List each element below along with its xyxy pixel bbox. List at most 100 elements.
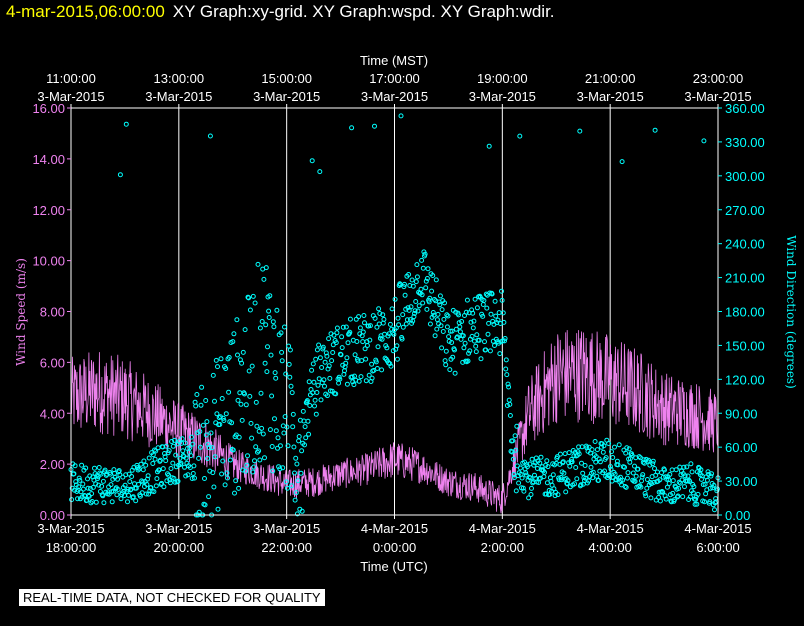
- wind-direction-point: [670, 478, 676, 484]
- wind-direction-point: [223, 411, 229, 417]
- wind-direction-point: [648, 495, 654, 501]
- wind-direction-point: [414, 262, 420, 268]
- wind-direction-point: [402, 292, 408, 298]
- wind-direction-point: [701, 138, 707, 144]
- wind-direction-point: [469, 333, 475, 339]
- wind-direction-point: [212, 454, 218, 460]
- wind-direction-point: [478, 356, 484, 362]
- wind-direction-point: [687, 494, 693, 500]
- wind-direction-point: [603, 455, 609, 461]
- wind-direction-point: [233, 478, 239, 484]
- wind-direction-point: [240, 467, 246, 473]
- wind-direction-point: [288, 383, 294, 389]
- wind-direction-point: [640, 472, 646, 478]
- wind-direction-point: [231, 331, 237, 337]
- wind-direction-point: [259, 319, 265, 324]
- wind-direction-point: [639, 474, 645, 480]
- wind-direction-point: [213, 357, 219, 363]
- wind-direction-point: [208, 430, 214, 436]
- wind-direction-point: [470, 325, 476, 331]
- wind-direction-point: [190, 471, 196, 476]
- top-axis-title: Time (MST): [360, 53, 428, 68]
- wind-direction-point: [529, 485, 534, 491]
- wind-direction-point: [253, 444, 259, 450]
- wind-direction-point: [97, 470, 103, 476]
- top-tick-date: 3-Mar-2015: [253, 89, 320, 104]
- wind-direction-point: [230, 339, 236, 345]
- wind-direction-point: [393, 325, 399, 331]
- wind-direction-point: [126, 492, 132, 498]
- wind-direction-point: [240, 349, 246, 355]
- wind-direction-point: [277, 443, 283, 449]
- bottom-tick-time: 6:00:00: [696, 540, 739, 555]
- wind-direction-point: [98, 471, 104, 477]
- wind-direction-point: [682, 473, 688, 479]
- wind-direction-point: [574, 476, 580, 482]
- wind-direction-point: [300, 408, 306, 414]
- wind-direction-point: [482, 339, 487, 345]
- wind-direction-point: [594, 447, 600, 453]
- wind-direction-point: [486, 143, 492, 149]
- quality-warning: REAL-TIME DATA, NOT CHECKED FOR QUALITY: [19, 589, 325, 606]
- wind-direction-point: [619, 159, 625, 165]
- wind-direction-point: [249, 363, 255, 369]
- wind-direction-point: [702, 481, 708, 487]
- wind-direction-point: [443, 362, 449, 368]
- top-tick-time: 17:00:00: [369, 71, 420, 86]
- wind-direction-point: [666, 481, 672, 486]
- right-tick-label: 180.00: [725, 305, 765, 320]
- wind-direction-point: [322, 383, 327, 389]
- wind-direction-point: [413, 279, 419, 285]
- right-tick-label: 330.00: [725, 135, 765, 150]
- wind-direction-point: [221, 418, 227, 423]
- wind-direction-point: [170, 443, 176, 449]
- wind-direction-point: [169, 439, 175, 444]
- wind-direction-point: [173, 452, 179, 458]
- wind-direction-point: [309, 158, 315, 164]
- wind-direction-point: [580, 470, 586, 476]
- wind-direction-point: [527, 475, 533, 481]
- wind-direction-point: [287, 374, 293, 380]
- wind-direction-point: [154, 476, 160, 482]
- wind-direction-point: [196, 509, 202, 515]
- wind-direction-point: [163, 458, 169, 464]
- wind-direction-point: [307, 403, 313, 408]
- wind-direction-point: [77, 477, 83, 483]
- wind-direction-point: [285, 443, 291, 449]
- wind-direction-point: [320, 344, 326, 350]
- wind-direction-point: [285, 485, 290, 491]
- wind-direction-point: [219, 471, 225, 477]
- wind-direction-point: [409, 277, 415, 283]
- wind-direction-point: [684, 464, 690, 470]
- wind-direction-point: [102, 467, 108, 473]
- wind-direction-point: [419, 292, 425, 298]
- wind-direction-point: [157, 457, 163, 463]
- bottom-tick-date: 3-Mar-2015: [145, 521, 212, 536]
- wind-direction-point: [251, 464, 257, 470]
- wind-direction-point: [465, 358, 471, 364]
- wind-direction-point: [704, 477, 710, 483]
- wind-direction-point: [523, 470, 529, 476]
- wind-direction-point: [506, 384, 512, 390]
- wind-direction-point: [673, 467, 679, 473]
- wind-direction-point: [437, 302, 443, 308]
- wind-direction-point: [290, 424, 296, 430]
- wind-direction-point: [639, 478, 644, 484]
- wind-direction-point: [528, 492, 534, 497]
- wind-direction-point: [214, 411, 220, 417]
- wind-direction-point: [277, 466, 283, 472]
- wind-direction-point: [220, 415, 226, 421]
- wind-direction-point: [359, 358, 365, 364]
- wind-direction-point: [108, 482, 114, 488]
- wind-direction-point: [442, 300, 447, 306]
- right-tick-label: 270.00: [725, 203, 765, 218]
- wind-direction-point: [161, 484, 167, 490]
- bottom-tick-time: 4:00:00: [588, 540, 631, 555]
- wind-direction-point: [593, 459, 599, 465]
- wind-direction-point: [295, 478, 301, 484]
- wind-direction-point: [492, 343, 497, 348]
- wind-direction-point: [427, 295, 433, 301]
- top-tick-time: 13:00:00: [154, 71, 205, 86]
- wind-direction-point: [267, 427, 273, 433]
- wind-direction-point: [676, 486, 682, 491]
